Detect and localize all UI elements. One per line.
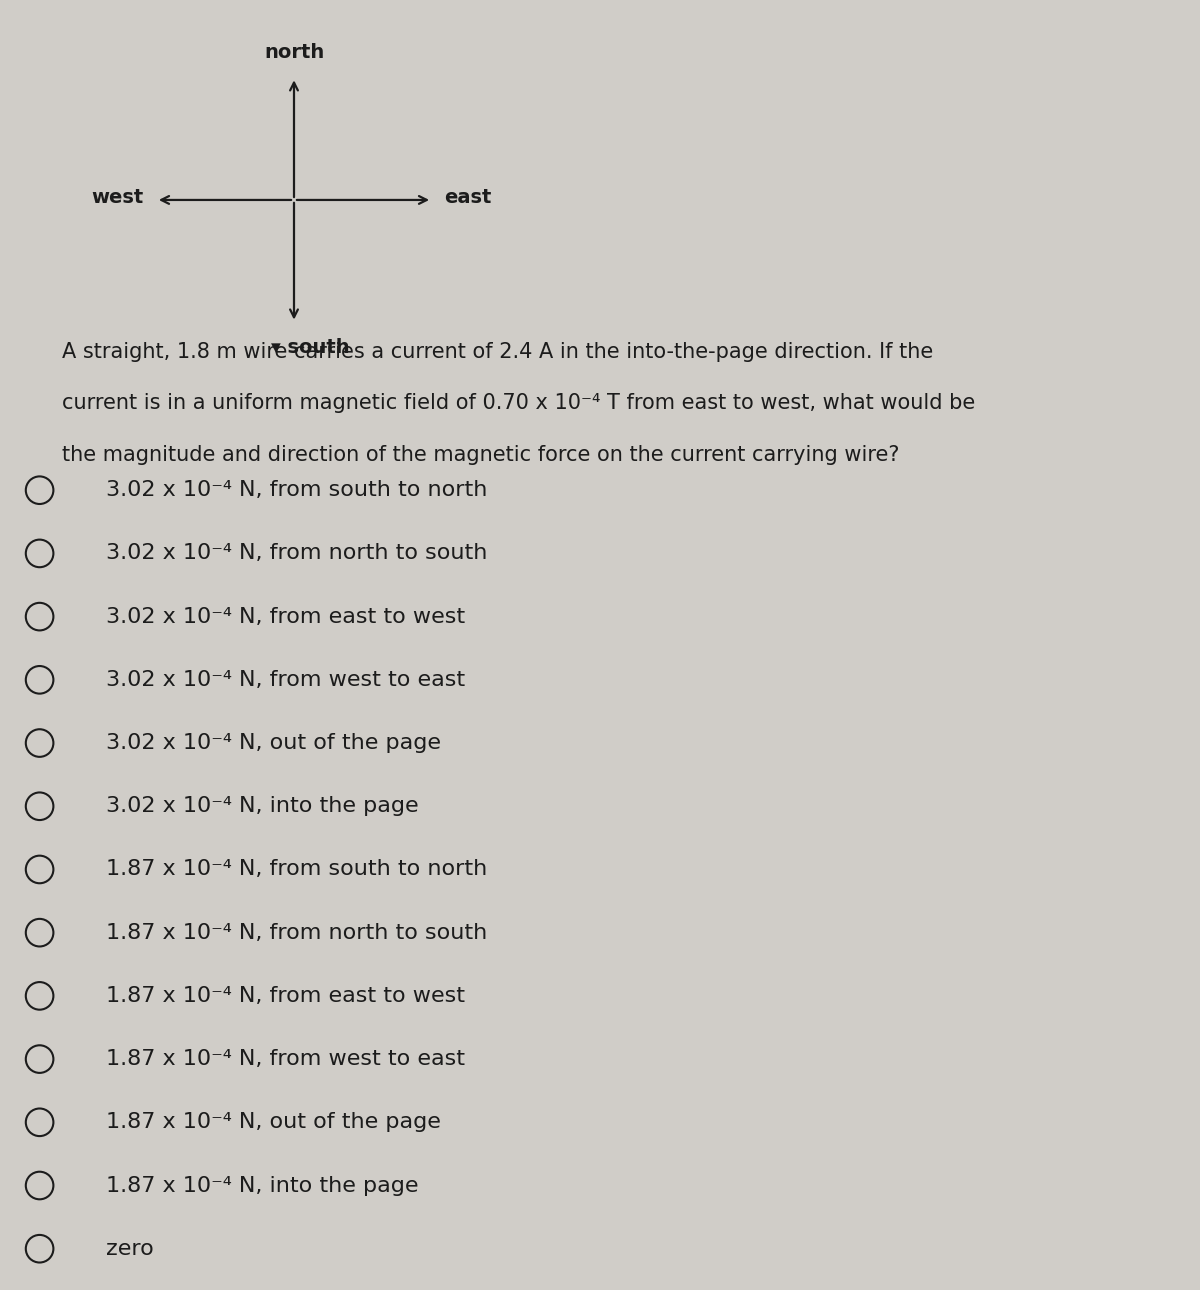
- Text: 3.02 x 10⁻⁴ N, from north to south: 3.02 x 10⁻⁴ N, from north to south: [106, 543, 487, 564]
- Text: current is in a uniform magnetic field of 0.70 x 10⁻⁴ T from east to west, what : current is in a uniform magnetic field o…: [62, 393, 976, 414]
- Text: 3.02 x 10⁻⁴ N, out of the page: 3.02 x 10⁻⁴ N, out of the page: [106, 733, 440, 753]
- Text: the magnitude and direction of the magnetic force on the current carrying wire?: the magnitude and direction of the magne…: [62, 445, 900, 466]
- Text: ▾ south: ▾ south: [271, 338, 350, 357]
- Text: east: east: [444, 188, 491, 206]
- Text: 1.87 x 10⁻⁴ N, from south to north: 1.87 x 10⁻⁴ N, from south to north: [106, 859, 487, 880]
- Text: 3.02 x 10⁻⁴ N, into the page: 3.02 x 10⁻⁴ N, into the page: [106, 796, 419, 817]
- Text: 1.87 x 10⁻⁴ N, from north to south: 1.87 x 10⁻⁴ N, from north to south: [106, 922, 487, 943]
- Text: north: north: [264, 43, 324, 62]
- Text: 3.02 x 10⁻⁴ N, from east to west: 3.02 x 10⁻⁴ N, from east to west: [106, 606, 464, 627]
- Text: 3.02 x 10⁻⁴ N, from south to north: 3.02 x 10⁻⁴ N, from south to north: [106, 480, 487, 501]
- Text: west: west: [91, 188, 144, 206]
- Text: A straight, 1.8 m wire carries a current of 2.4 A in the into-the-page direction: A straight, 1.8 m wire carries a current…: [62, 342, 934, 362]
- Text: 1.87 x 10⁻⁴ N, into the page: 1.87 x 10⁻⁴ N, into the page: [106, 1175, 418, 1196]
- Text: 1.87 x 10⁻⁴ N, from west to east: 1.87 x 10⁻⁴ N, from west to east: [106, 1049, 464, 1069]
- Text: zero: zero: [106, 1238, 154, 1259]
- Text: 1.87 x 10⁻⁴ N, out of the page: 1.87 x 10⁻⁴ N, out of the page: [106, 1112, 440, 1133]
- Text: 3.02 x 10⁻⁴ N, from west to east: 3.02 x 10⁻⁴ N, from west to east: [106, 670, 464, 690]
- Text: 1.87 x 10⁻⁴ N, from east to west: 1.87 x 10⁻⁴ N, from east to west: [106, 986, 464, 1006]
